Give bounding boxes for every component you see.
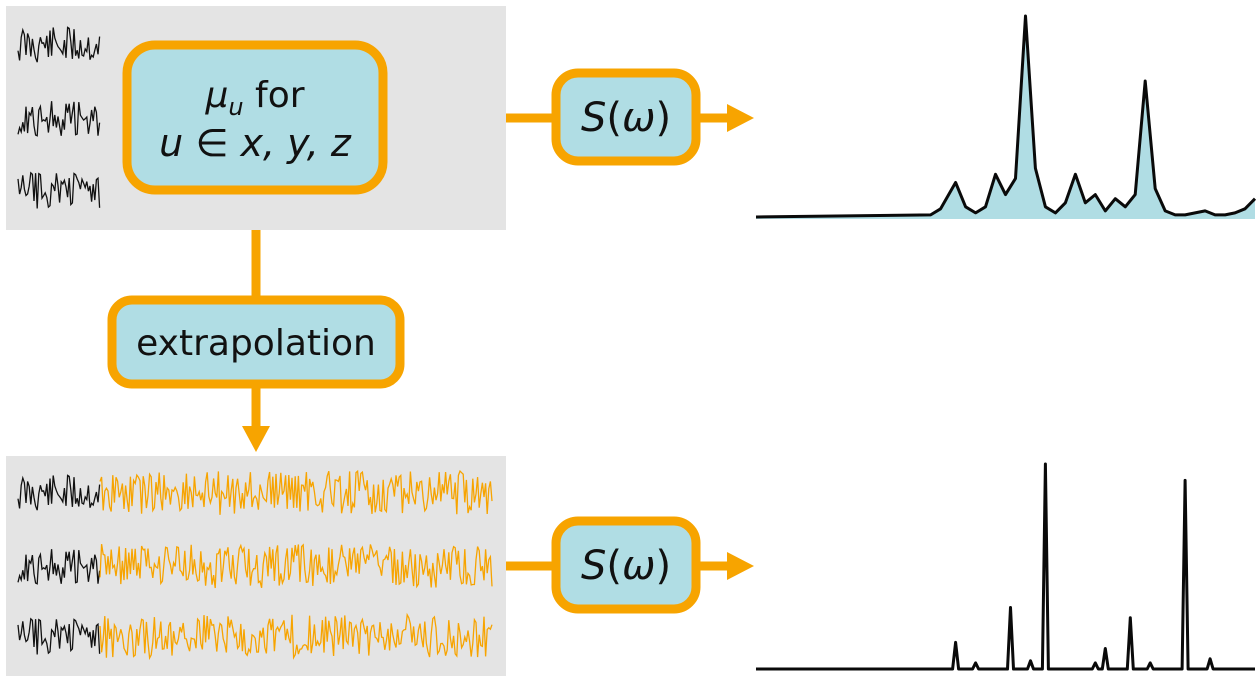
arrow-top-spectrum-head xyxy=(727,104,754,132)
dipole-label-line2: u ∈ x, y, z xyxy=(159,121,352,165)
short-signal-group xyxy=(17,26,101,209)
spectrum-box-top xyxy=(551,68,701,166)
original-signal-trace xyxy=(17,549,101,585)
short-signal-trace xyxy=(17,101,101,137)
original-signal-trace xyxy=(17,617,101,655)
spectrum-box-bottom xyxy=(551,516,701,614)
arrow-bottom-spectrum-head xyxy=(727,552,754,580)
original-signal-trace xyxy=(17,474,101,511)
spectrum-label-bottom: S(ω) xyxy=(581,543,671,589)
spectrum-chart-top xyxy=(755,14,1257,219)
extrapolated-signal-trace xyxy=(99,543,493,589)
spectrum-chart-bottom xyxy=(756,462,1255,671)
spectrum-label-top: S(ω) xyxy=(581,95,671,141)
arrow-extrapolation-head xyxy=(242,426,270,452)
dipole-label-line1: μu for xyxy=(204,75,304,121)
spectrum-line-bottom xyxy=(756,462,1255,671)
dipole-component-box xyxy=(122,40,388,195)
short-signal-trace xyxy=(17,171,101,209)
extrapolated-signal-trace xyxy=(99,469,493,515)
short-signal-trace xyxy=(17,26,101,63)
extrapolated-signal-trace xyxy=(99,612,493,661)
spectrum-area-fill xyxy=(756,16,1255,219)
spectrum-line-top xyxy=(755,14,1257,219)
extrapolated-signal-group xyxy=(17,469,493,661)
extrapolation-label: extrapolation xyxy=(136,323,376,364)
